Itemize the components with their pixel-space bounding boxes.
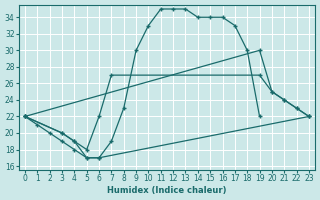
X-axis label: Humidex (Indice chaleur): Humidex (Indice chaleur) (107, 186, 227, 195)
